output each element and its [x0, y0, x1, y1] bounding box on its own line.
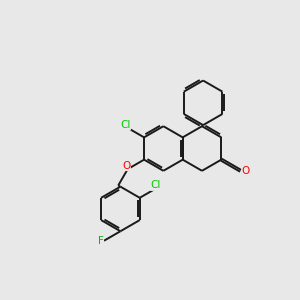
- Text: Cl: Cl: [120, 120, 130, 130]
- Text: Cl: Cl: [150, 180, 161, 190]
- Text: F: F: [98, 236, 103, 246]
- Text: O: O: [122, 160, 130, 171]
- Text: O: O: [242, 166, 250, 176]
